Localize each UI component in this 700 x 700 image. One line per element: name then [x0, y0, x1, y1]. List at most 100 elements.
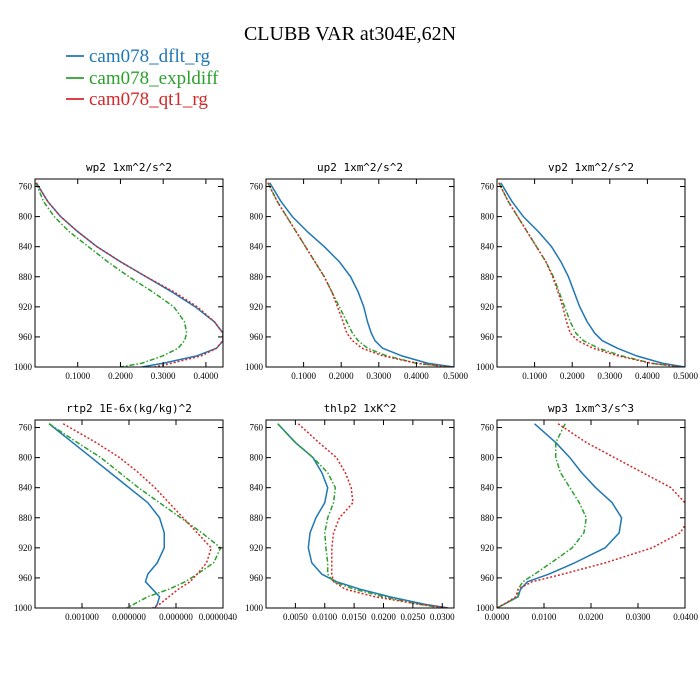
- y-tick-label: 760: [250, 423, 264, 433]
- plot-frame: [34, 419, 224, 609]
- plot-frame: [265, 178, 455, 368]
- panel-title: thlp2 1xK^2: [324, 402, 397, 415]
- panel-title: vp2 1xm^2/s^2: [548, 161, 634, 174]
- y-tick-label: 760: [481, 423, 495, 433]
- y-tick-label: 800: [19, 212, 33, 222]
- y-tick-label: 880: [250, 272, 264, 282]
- y-tick-label: 800: [250, 212, 264, 222]
- x-tick-label: 0.5000: [673, 371, 698, 381]
- x-tick-label: 0.3000: [151, 371, 176, 381]
- series-group: [497, 423, 685, 608]
- series-line-cam078_dflt_rg: [48, 423, 165, 608]
- x-tick-label: 0.0300: [430, 612, 455, 622]
- y-tick-label: 880: [481, 272, 495, 282]
- series-line-cam078_dflt_rg: [277, 423, 449, 608]
- y-tick-label: 880: [481, 513, 495, 523]
- series-line-cam078_dflt_rg: [35, 182, 223, 367]
- y-tick-label: 1000: [14, 603, 33, 613]
- y-tick-label: 1000: [245, 362, 264, 372]
- y-tick-label: 960: [19, 573, 33, 583]
- series-line-cam078_qt1_rg: [62, 423, 212, 608]
- y-tick-label: 800: [19, 453, 33, 463]
- y-tick-label: 800: [250, 453, 264, 463]
- series-line-cam078_qt1_rg: [498, 182, 682, 367]
- y-tick-label: 760: [19, 182, 33, 192]
- panel-6: wp3 1xm^3/s^3 760 800 840 880 920 960 10000.000…: [476, 402, 699, 622]
- y-tick-label: 1000: [245, 603, 264, 613]
- x-tick-label: 0.0100: [312, 612, 337, 622]
- x-tick-label: 0.1000: [522, 371, 547, 381]
- legend-item-cam078_dflt_rg: cam078_dflt_rg: [66, 46, 211, 67]
- y-tick-label: 800: [481, 453, 495, 463]
- y-tick-label: 960: [481, 332, 495, 342]
- y-tick-label: 960: [19, 332, 33, 342]
- y-tick-label: 960: [250, 332, 264, 342]
- x-tick-label: 0.0100: [532, 612, 557, 622]
- x-tick-label: 0.1000: [291, 371, 316, 381]
- y-tick-label: 920: [250, 543, 264, 553]
- series-group: [35, 182, 223, 367]
- y-tick-label: 920: [481, 302, 495, 312]
- panel-2: up2 1xm^2/s^2 760 800 840 880 920 960 1000 0.100…: [245, 161, 469, 381]
- series-line-cam078_qt1_rg: [297, 423, 449, 608]
- panel-5: thlp2 1xK^2 760 800 840 880 920 960 1000 0.0050 0…: [245, 402, 455, 622]
- x-tick-label: 0.0200: [579, 612, 604, 622]
- x-tick-label: 0.0300: [626, 612, 651, 622]
- y-tick-label: 1000: [14, 362, 33, 372]
- series-group: [498, 182, 685, 367]
- x-tick-label: 0.4000: [635, 371, 660, 381]
- x-tick-label: 0.000000: [112, 612, 146, 622]
- series-line-cam078_expldiff: [267, 182, 451, 367]
- y-tick-label: 840: [19, 242, 33, 252]
- y-tick-label: 800: [481, 212, 495, 222]
- series-line-cam078_qt1_rg: [497, 423, 685, 608]
- y-tick-label: 880: [19, 272, 33, 282]
- y-tick-label: 760: [19, 423, 33, 433]
- x-tick-label: 0.1000: [65, 371, 90, 381]
- legend-label: cam078_expldiff: [89, 68, 219, 89]
- x-tick-label: 0.2000: [108, 371, 133, 381]
- legend-item-cam078_expldiff: cam078_expldiff: [66, 68, 219, 89]
- panel-1: wp2 1xm^2/s^2 760 800 840 880 920 960 1000 0.100…: [14, 161, 224, 381]
- y-tick-label: 760: [250, 182, 264, 192]
- x-tick-label: 0.0000040: [199, 612, 238, 622]
- x-tick-label: 0.0050: [283, 612, 308, 622]
- x-tick-label: 0.000000: [159, 612, 193, 622]
- y-tick-label: 880: [19, 513, 33, 523]
- x-tick-label: 0.4000: [404, 371, 429, 381]
- plot-frame: [496, 419, 686, 609]
- series-line-cam078_expldiff: [35, 182, 188, 367]
- y-tick-label: 920: [250, 302, 264, 312]
- legend-label: cam078_dflt_rg: [89, 46, 211, 67]
- y-tick-label: 960: [481, 573, 495, 583]
- x-tick-label: 0.0000: [485, 612, 510, 622]
- x-tick-label: 0.001000: [65, 612, 99, 622]
- panel-title: rtp2 1E-6x(kg/kg)^2: [66, 402, 192, 415]
- panel-3: vp2 1xm^2/s^2 760 800 840 880 920 960 1000 0.100…: [476, 161, 699, 381]
- figure-title: CLUBB VAR at304E,62N: [244, 23, 456, 45]
- series-line-cam078_qt1_rg: [267, 182, 451, 367]
- y-tick-label: 880: [250, 513, 264, 523]
- x-tick-label: 0.3000: [366, 371, 391, 381]
- y-tick-label: 840: [481, 242, 495, 252]
- x-tick-label: 0.0250: [401, 612, 426, 622]
- y-tick-label: 840: [250, 483, 264, 493]
- series-line-cam078_dflt_rg: [500, 182, 685, 367]
- x-tick-label: 0.5000: [443, 371, 468, 381]
- series-line-cam078_expldiff: [498, 182, 682, 367]
- series-line-cam078_qt1_rg: [35, 182, 223, 367]
- plot-frame: [34, 178, 224, 368]
- panel-title: wp2 1xm^2/s^2: [86, 161, 172, 174]
- series-line-cam078_dflt_rg: [269, 182, 454, 367]
- y-tick-label: 1000: [476, 362, 495, 372]
- series-line-cam078_expldiff: [48, 423, 222, 608]
- series-group: [267, 182, 454, 367]
- series-line-cam078_expldiff: [277, 423, 443, 608]
- plot-frame: [265, 419, 455, 609]
- x-tick-label: 0.0400: [673, 612, 698, 622]
- y-tick-label: 920: [19, 302, 33, 312]
- x-tick-label: 0.2000: [560, 371, 585, 381]
- x-tick-label: 0.3000: [597, 371, 622, 381]
- legend: cam078_dflt_rg cam078_expldiff cam078_qt…: [66, 46, 219, 110]
